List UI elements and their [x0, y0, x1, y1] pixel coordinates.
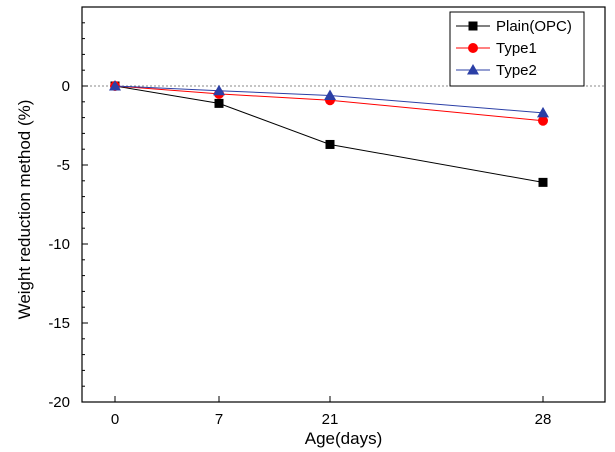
- x-axis: 0 7 21 28: [111, 396, 552, 428]
- data-point: [538, 177, 548, 187]
- y-tick-label: -5: [57, 157, 70, 174]
- legend-label: Type1: [496, 40, 537, 57]
- y-tick-label: -20: [48, 394, 70, 411]
- y-tick-label: -15: [48, 315, 70, 332]
- x-tick-label: 0: [111, 411, 119, 428]
- data-point: [214, 98, 224, 108]
- data-point: [325, 139, 335, 149]
- data-point: [538, 115, 548, 126]
- y-tick-label: -10: [48, 236, 70, 253]
- y-axis-title: Weight reduction method (%): [15, 100, 34, 320]
- data-point: [324, 89, 336, 100]
- x-tick-label: 7: [215, 411, 223, 428]
- data-point: [213, 84, 225, 96]
- plot-area: [81, 6, 606, 403]
- legend-label: Type2: [496, 62, 537, 79]
- series-line: [114, 85, 544, 114]
- y-tick-label: 0: [62, 78, 70, 95]
- data-point: [537, 106, 549, 118]
- x-tick-label: 28: [535, 411, 552, 428]
- legend-label: Plain(OPC): [496, 18, 572, 35]
- series-line: [114, 85, 544, 122]
- legend: Plain(OPC) Type1 Type2: [449, 11, 585, 87]
- legend-marker: [468, 43, 478, 53]
- x-axis-title: Age(days): [305, 429, 382, 448]
- legend-marker: [468, 21, 478, 31]
- series-line: [114, 85, 544, 183]
- series-type1: [110, 81, 548, 126]
- data-point: [109, 80, 121, 91]
- y-axis: 0 -5 -10 -15 -20: [48, 6, 88, 411]
- plot-border: [81, 6, 606, 403]
- legend-marker: [467, 64, 479, 75]
- series-type2: [109, 80, 549, 118]
- x-tick-label: 21: [322, 411, 339, 428]
- series-layer: [109, 80, 549, 187]
